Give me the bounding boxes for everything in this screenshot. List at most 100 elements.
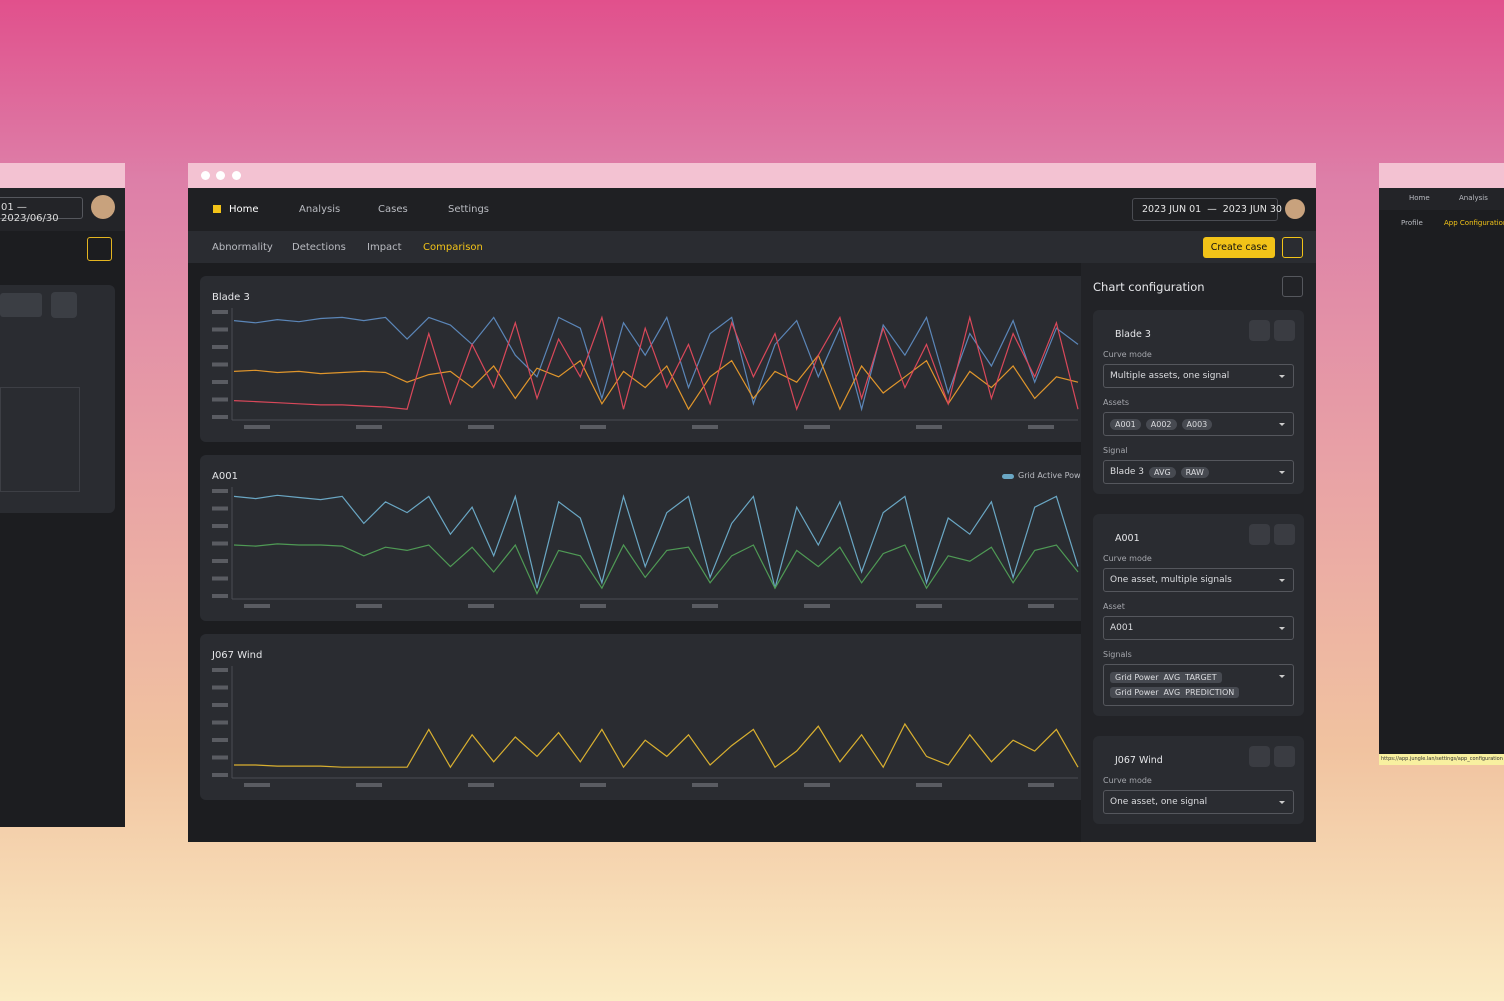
- section-title: A001: [1115, 533, 1140, 544]
- tick-placeholder: [1028, 783, 1054, 787]
- tick-placeholder: [692, 604, 718, 608]
- multi-select[interactable]: Grid Power AVG TARGET Grid Power AVG PREDICTI…: [1103, 664, 1294, 706]
- tick-placeholder: [1028, 425, 1054, 429]
- tick-placeholder: [916, 604, 942, 608]
- main-window: Home Analysis Cases Settings 2023 JUN 01…: [188, 163, 1316, 842]
- tick-placeholder: [212, 685, 228, 690]
- tick-placeholder: [468, 425, 494, 429]
- legend-entry: Grid Active Power: [1018, 471, 1080, 480]
- copy-button[interactable]: [1249, 320, 1270, 341]
- select[interactable]: A001 A002 A003: [1103, 412, 1294, 436]
- nav-item[interactable]: Settings: [448, 204, 490, 215]
- left-window: 01 — 2023/06/30: [0, 163, 125, 827]
- tick-placeholder: [212, 524, 228, 528]
- tick-placeholder: [212, 594, 228, 598]
- delete-button[interactable]: [1274, 524, 1295, 545]
- chart-title: A001: [212, 471, 238, 482]
- tick-placeholder: [804, 425, 830, 429]
- tick-placeholder: [244, 425, 270, 429]
- chart-plot: [212, 308, 1079, 429]
- create-case-button[interactable]: Create case: [1203, 237, 1275, 258]
- tick-placeholder: [212, 489, 228, 493]
- tick-placeholder: [212, 506, 228, 511]
- tick-placeholder: [356, 604, 382, 608]
- tick-placeholder: [212, 327, 228, 332]
- chart-button[interactable]: [1282, 237, 1303, 258]
- tick-placeholder: [212, 703, 228, 707]
- config-section: A001 Curve mode One asset, multiple signal…: [1093, 514, 1304, 716]
- select[interactable]: Multiple assets, one signal: [1103, 364, 1294, 388]
- nav-item[interactable]: Analysis: [1459, 194, 1488, 202]
- tick-placeholder: [468, 604, 494, 608]
- section-header: J067 Wind: [1103, 746, 1295, 767]
- delete-button[interactable]: [1274, 746, 1295, 767]
- chip-text: Grid Power: [1115, 673, 1159, 682]
- tab[interactable]: Profile: [1401, 219, 1423, 227]
- title-bar: [0, 163, 125, 188]
- select-value: One asset, multiple signals: [1110, 575, 1232, 585]
- section-header: A001: [1103, 524, 1295, 545]
- tick-placeholder: [804, 783, 830, 787]
- tick-placeholder: [356, 425, 382, 429]
- tag: RAW: [1180, 466, 1209, 478]
- nav-item[interactable]: Analysis: [299, 204, 341, 215]
- tick-placeholder: [692, 783, 718, 787]
- nav-item[interactable]: Cases: [378, 204, 408, 215]
- tab[interactable]: Detections: [292, 242, 346, 253]
- select[interactable]: One asset, multiple signals: [1103, 568, 1294, 592]
- tick-placeholder: [244, 604, 270, 608]
- field-label: Curve mode: [1103, 554, 1152, 563]
- signal-chip: Grid Power AVG PREDICTION: [1110, 687, 1240, 698]
- copy-button[interactable]: [1249, 524, 1270, 545]
- tick-placeholder: [916, 425, 942, 429]
- chip-text: AVG: [1163, 688, 1181, 697]
- series-line: [233, 543, 1079, 596]
- chip-text: Grid Power: [1115, 688, 1159, 697]
- date-range[interactable]: 2023 JUN 01 — 2023 JUN 30: [1132, 198, 1282, 221]
- config-section: J067 Wind Curve mode One asset, one signal: [1093, 736, 1304, 824]
- chip-text: AVG: [1163, 673, 1181, 682]
- tick-placeholder: [212, 415, 228, 419]
- panel-title: Chart configuration: [1093, 280, 1205, 294]
- tick-placeholder: [468, 783, 494, 787]
- select-value: Blade 3: [1110, 467, 1145, 477]
- delete-button[interactable]: [1274, 320, 1295, 341]
- tick-placeholder: [212, 773, 228, 777]
- tick-placeholder: [916, 783, 942, 787]
- select-value: Multiple assets, one signal: [1110, 371, 1230, 381]
- select[interactable]: A001: [1103, 616, 1294, 640]
- select[interactable]: Blade 3 AVG RAW: [1103, 460, 1294, 484]
- tab[interactable]: Abnormality: [212, 242, 273, 253]
- series-line: [233, 315, 1079, 412]
- tick-placeholder: [244, 783, 270, 787]
- nav-item[interactable]: Home: [229, 204, 259, 215]
- section-title: J067 Wind: [1115, 755, 1163, 766]
- config-panel: Chart configuration Blade 3 Curve mode Mul…: [1081, 263, 1316, 842]
- nav-item[interactable]: Home: [1409, 194, 1430, 202]
- tab[interactable]: Impact: [367, 242, 402, 253]
- tag: AVG: [1149, 466, 1176, 478]
- chart-card: Blade 3: [200, 276, 1100, 442]
- tick-placeholder: [580, 425, 606, 429]
- tick-placeholder: [1028, 604, 1054, 608]
- config-section: Blade 3 Curve mode Multiple assets, one si…: [1093, 310, 1304, 494]
- select-value: One asset, one signal: [1110, 797, 1208, 807]
- chart-plot: [212, 487, 1079, 608]
- tick-placeholder: [212, 559, 228, 563]
- tick-placeholder: [212, 576, 228, 581]
- tick-placeholder: [212, 738, 228, 742]
- field-label: Assets: [1103, 398, 1130, 407]
- filter-button[interactable]: [87, 237, 112, 261]
- chart-title: Blade 3: [212, 292, 250, 303]
- date-range[interactable]: 01 — 2023/06/30: [0, 197, 83, 224]
- tab[interactable]: App Configuration: [1444, 219, 1504, 227]
- tab[interactable]: Comparison: [423, 242, 483, 253]
- section-title: Blade 3: [1115, 329, 1151, 340]
- tick-placeholder: [356, 783, 382, 787]
- right-window: Home Analysis Profile App Configuration …: [1379, 163, 1504, 765]
- field-label: Curve mode: [1103, 776, 1152, 785]
- tick-placeholder: [692, 425, 718, 429]
- copy-button[interactable]: [1249, 746, 1270, 767]
- select[interactable]: One asset, one signal: [1103, 790, 1294, 814]
